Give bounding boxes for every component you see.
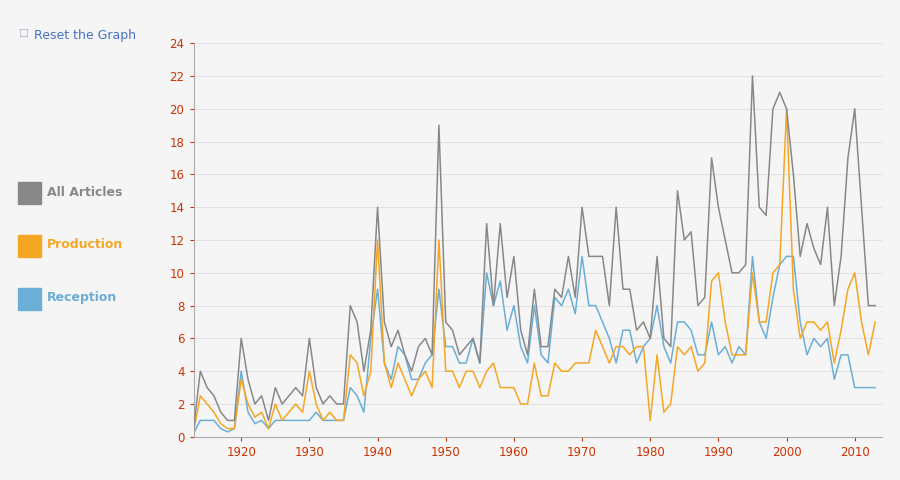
Text: All Articles: All Articles bbox=[47, 185, 122, 199]
Text: Production: Production bbox=[47, 238, 123, 252]
Text: ☐: ☐ bbox=[18, 29, 28, 39]
Text: Reception: Reception bbox=[47, 291, 117, 304]
Text: Reset the Graph: Reset the Graph bbox=[34, 29, 136, 42]
